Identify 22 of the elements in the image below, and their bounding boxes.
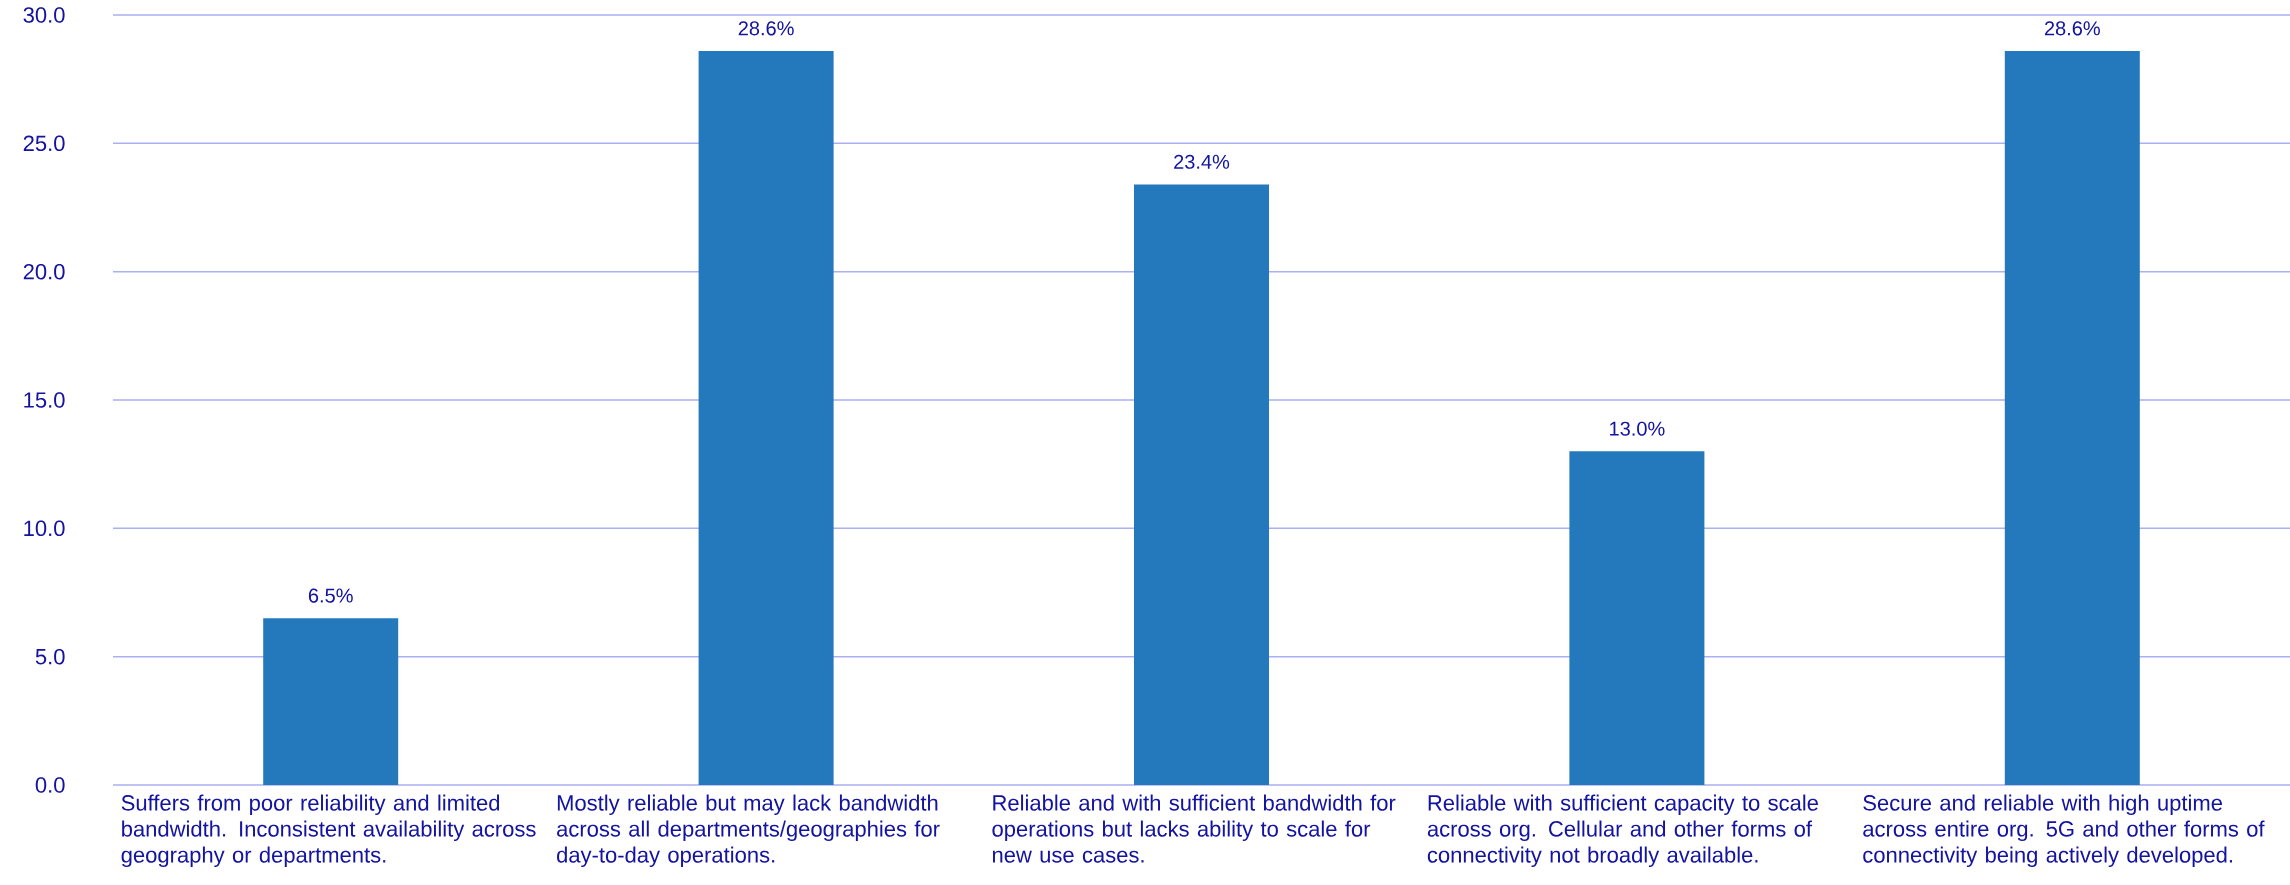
x-tick-label: Suffers from poor reliability and limited bandwidth. Inconsistent availability across geography or departments. (121, 794, 536, 868)
x-tick-label: Reliable with sufficient capacity to scale across org. Cellular and other forms of connectivity not broadly available. (1427, 794, 1818, 868)
bar (1569, 451, 1705, 785)
y-tick-label: 5.0 (35, 648, 65, 665)
y-tick-label: 15.0 (24, 392, 65, 408)
x-tick-label: Mostly reliable but may lack bandwidth across all departments/geographies for day-to-day operations. (557, 794, 940, 868)
bar (698, 50, 834, 785)
data-label: 6.5% (308, 588, 353, 603)
bar (1134, 184, 1269, 785)
data-label: 28.6% (2044, 21, 2100, 36)
bar (263, 618, 399, 785)
x-tick-label: Secure and reliable with high uptime across entire org. 5G and other forms of connectivity being actively developed. (1863, 794, 2265, 868)
y-tick-label: 30.0 (23, 7, 65, 23)
x-tick-label: Reliable and with sufficient bandwidth for operations but lacks ability to scale for new use cases. (992, 794, 1396, 863)
data-label: 28.6% (738, 21, 794, 36)
data-label: 13.0% (1610, 421, 1665, 436)
y-tick-label: 20.0 (23, 263, 65, 280)
y-tick-label: 10.0 (24, 520, 65, 537)
y-tick-label: 25.0 (23, 135, 65, 152)
y-tick-label: 0.0 (35, 777, 65, 793)
data-label: 23.4% (1174, 154, 1230, 169)
bar (2004, 50, 2140, 785)
